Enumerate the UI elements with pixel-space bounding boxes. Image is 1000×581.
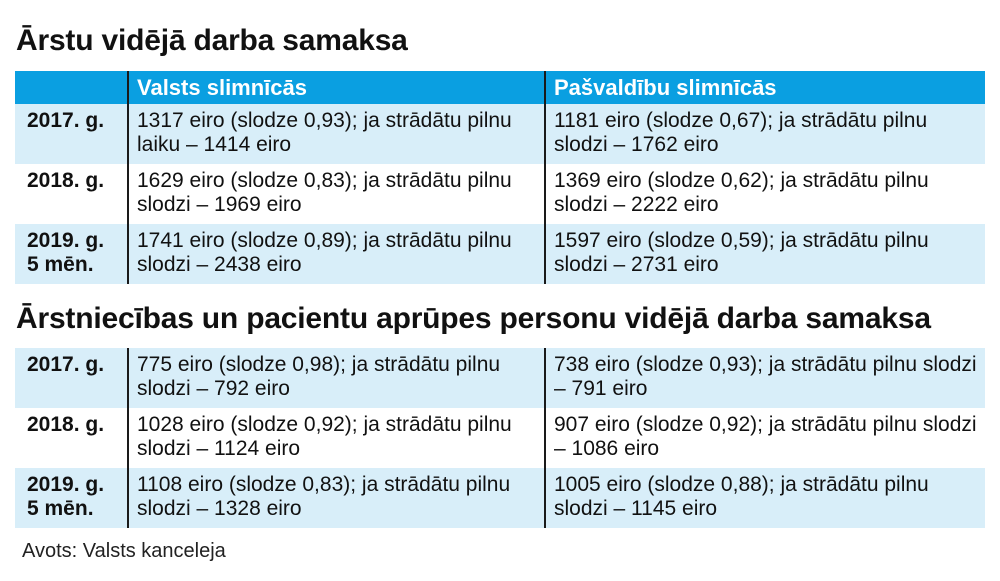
header-municipal-hospitals: Pašvaldību slimnīcās bbox=[545, 71, 985, 104]
municipal-cell: 1181 eiro (slodze 0,67); ja strādātu pil… bbox=[545, 104, 985, 164]
header-state-hospitals: Valsts slimnīcās bbox=[128, 71, 546, 104]
table-row: 2018. g. 1629 eiro (slodze 0,83); ja str… bbox=[15, 164, 985, 224]
table-header-row: Valsts slimnīcās Pašvaldību slimnīcās bbox=[15, 71, 985, 104]
year-cell: 2018. g. bbox=[15, 408, 129, 468]
municipal-cell: 1597 eiro (slodze 0,59); ja strādātu pil… bbox=[545, 224, 985, 284]
table-row: 2019. g. 5 mēn. 1741 eiro (slodze 0,89);… bbox=[15, 224, 985, 284]
table-row: 2018. g. 1028 eiro (slodze 0,92); ja str… bbox=[15, 408, 985, 468]
year-label: 2019. g. bbox=[27, 473, 105, 496]
state-cell: 775 eiro (slodze 0,98); ja strādātu piln… bbox=[128, 348, 546, 408]
year-sublabel: 5 mēn. bbox=[27, 253, 94, 276]
care-staff-salary-table: 2017. g. 775 eiro (slodze 0,98); ja strā… bbox=[15, 348, 985, 528]
year-cell: 2019. g. 5 mēn. bbox=[15, 468, 129, 528]
header-empty-cell bbox=[15, 71, 129, 104]
year-cell: 2018. g. bbox=[15, 164, 129, 224]
table1-title: Ārstu vidējā darba samaksa bbox=[16, 24, 408, 57]
year-label: 2019. g. bbox=[27, 229, 105, 252]
year-cell: 2017. g. bbox=[15, 348, 129, 408]
state-cell: 1028 eiro (slodze 0,92); ja strādātu pil… bbox=[128, 408, 546, 468]
table-row: 2017. g. 1317 eiro (slodze 0,93); ja str… bbox=[15, 104, 985, 164]
table2-title: Ārstniecības un pacientu aprūpes personu… bbox=[16, 302, 931, 335]
year-cell: 2017. g. bbox=[15, 104, 129, 164]
source-note: Avots: Valsts kanceleja bbox=[22, 540, 226, 562]
state-cell: 1108 eiro (slodze 0,83); ja strādātu pil… bbox=[128, 468, 546, 528]
municipal-cell: 738 eiro (slodze 0,93); ja strādātu piln… bbox=[545, 348, 985, 408]
state-cell: 1629 eiro (slodze 0,83); ja strādātu pil… bbox=[128, 164, 546, 224]
table-row: 2017. g. 775 eiro (slodze 0,98); ja strā… bbox=[15, 348, 985, 408]
year-sublabel: 5 mēn. bbox=[27, 497, 94, 520]
municipal-cell: 1369 eiro (slodze 0,62); ja strādātu pil… bbox=[545, 164, 985, 224]
table-row: 2019. g. 5 mēn. 1108 eiro (slodze 0,83);… bbox=[15, 468, 985, 528]
state-cell: 1741 eiro (slodze 0,89); ja strādātu pil… bbox=[128, 224, 546, 284]
doctors-salary-table: Valsts slimnīcās Pašvaldību slimnīcās 20… bbox=[15, 71, 985, 284]
municipal-cell: 1005 eiro (slodze 0,88); ja strādātu pil… bbox=[545, 468, 985, 528]
state-cell: 1317 eiro (slodze 0,93); ja strādātu pil… bbox=[128, 104, 546, 164]
municipal-cell: 907 eiro (slodze 0,92); ja strādātu piln… bbox=[545, 408, 985, 468]
year-cell: 2019. g. 5 mēn. bbox=[15, 224, 129, 284]
